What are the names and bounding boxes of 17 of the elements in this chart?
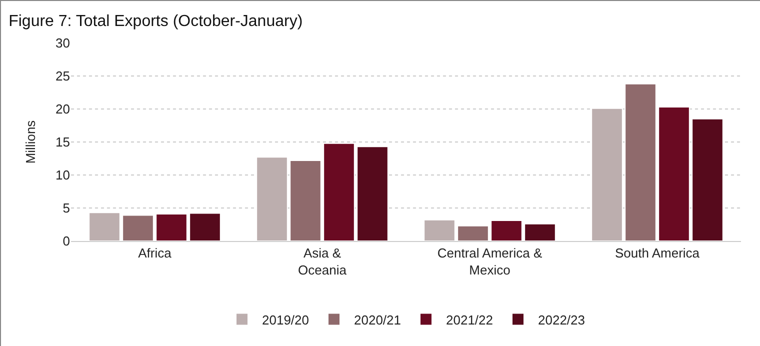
y-tick-label: 20 — [56, 102, 70, 117]
y-tick-label: 30 — [56, 36, 70, 51]
legend-label: 2022/23 — [538, 312, 585, 328]
y-tick-label: 5 — [62, 200, 70, 216]
y-tick-label: 25 — [56, 68, 70, 84]
y-axis-title: Millions — [23, 120, 38, 164]
chart-title: Figure 7: Total Exports (October-January) — [8, 13, 303, 30]
x-tick-label: Asia & Oceania — [298, 246, 348, 278]
legend-label: 2021/22 — [446, 312, 493, 328]
y-tick-label: 0 — [62, 234, 70, 249]
x-tick-label: Central America & Mexico — [437, 246, 542, 278]
x-tick-label: Africa — [138, 246, 172, 261]
y-tick-label: 15 — [56, 134, 70, 150]
legend-label: 2020/21 — [354, 312, 401, 328]
x-tick-label: South America — [614, 246, 700, 261]
legend-label: 2019/20 — [262, 312, 309, 328]
y-tick-label: 10 — [56, 168, 70, 183]
